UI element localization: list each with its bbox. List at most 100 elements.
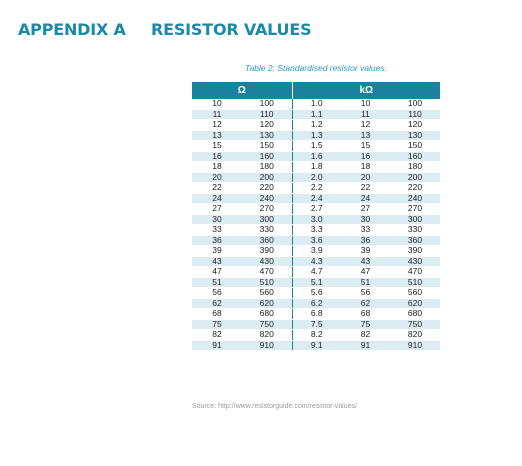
table-cell: 33 (192, 224, 242, 236)
table-cell: 360 (242, 235, 293, 246)
table-cell: 470 (390, 266, 441, 278)
table-cell: 56 (341, 287, 390, 299)
appendix-heading: APPENDIX A RESISTOR VALUES (18, 20, 312, 39)
table-header-row: Ω kΩ (192, 82, 441, 99)
table-cell: 75 (192, 319, 242, 330)
appendix-title: RESISTOR VALUES (151, 20, 312, 39)
table-cell: 200 (242, 172, 293, 183)
table-cell: 91 (341, 340, 390, 351)
table-cell: 16 (341, 151, 390, 162)
table-cell: 10 (341, 99, 390, 110)
table-cell: 1.0 (292, 99, 341, 110)
table-cell: 150 (390, 140, 441, 152)
table-cell: 130 (390, 130, 441, 141)
table-cell: 24 (341, 193, 390, 204)
table-row: 39 390 3.9 39 390 (192, 245, 441, 257)
table-cell: 1.5 (292, 140, 341, 152)
table-cell: 150 (242, 140, 293, 152)
table-caption: Table 2: Standardised resistor values. (245, 63, 387, 73)
table-cell: 750 (242, 319, 293, 330)
table-cell: 160 (390, 151, 441, 162)
table-row: 68 680 6.8 68 680 (192, 308, 441, 320)
table-cell: 110 (242, 109, 293, 120)
table-cell: 270 (242, 203, 293, 215)
table-cell: 510 (242, 277, 293, 288)
table-cell: 560 (242, 287, 293, 299)
table-cell: 27 (192, 203, 242, 215)
table-row: 15 150 1.5 15 150 (192, 140, 441, 152)
table-cell: 82 (341, 329, 390, 341)
table-cell: 470 (242, 266, 293, 278)
table-cell: 5.6 (292, 287, 341, 299)
table-cell: 1.2 (292, 119, 341, 131)
table-cell: 240 (390, 193, 441, 204)
table-cell: 390 (390, 245, 441, 257)
table-cell: 560 (390, 287, 441, 299)
table-cell: 68 (192, 308, 242, 320)
table-row: 36 360 3.6 36 360 (192, 235, 441, 246)
table-cell: 91 (192, 340, 242, 351)
table-cell: 18 (192, 161, 242, 173)
table-cell: 11 (192, 109, 242, 120)
table-cell: 11 (341, 109, 390, 120)
table-cell: 820 (242, 329, 293, 341)
table-row: 91 910 9.1 91 910 (192, 340, 441, 351)
table-cell: 130 (242, 130, 293, 141)
table-cell: 3.9 (292, 245, 341, 257)
table-cell: 22 (341, 182, 390, 194)
table-row: 82 820 8.2 82 820 (192, 329, 441, 341)
table-cell: 62 (192, 298, 242, 309)
table-cell: 3.3 (292, 224, 341, 236)
table-cell: 680 (390, 308, 441, 320)
table-row: 22 220 2.2 22 220 (192, 182, 441, 194)
table-cell: 430 (390, 256, 441, 267)
table-cell: 220 (390, 182, 441, 194)
table-cell: 43 (341, 256, 390, 267)
header-kilo-ohm: kΩ (292, 82, 441, 99)
table-cell: 24 (192, 193, 242, 204)
table-cell: 36 (341, 235, 390, 246)
table-cell: 330 (390, 224, 441, 236)
appendix-label: APPENDIX A (18, 20, 126, 39)
table-row: 75 750 7.5 75 750 (192, 319, 441, 330)
table-cell: 75 (341, 319, 390, 330)
table-cell: 68 (341, 308, 390, 320)
table-cell: 39 (341, 245, 390, 257)
table-row: 43 430 4.3 43 430 (192, 256, 441, 267)
table-cell: 300 (242, 214, 293, 225)
table-cell: 8.2 (292, 329, 341, 341)
table-cell: 100 (242, 99, 293, 110)
table-cell: 43 (192, 256, 242, 267)
resistor-values-table: Ω kΩ 10 100 1.0 10 100 11 110 1.1 11 110 12 120 1.2 1… (192, 82, 441, 351)
table-cell: 62 (341, 298, 390, 309)
table-row: 30 300 3.0 30 300 (192, 214, 441, 225)
table-cell: 120 (390, 119, 441, 131)
table-cell: 3.0 (292, 214, 341, 225)
table-cell: 47 (192, 266, 242, 278)
table-cell: 39 (192, 245, 242, 257)
table-cell: 390 (242, 245, 293, 257)
table-cell: 9.1 (292, 340, 341, 351)
table-cell: 360 (390, 235, 441, 246)
table-cell: 220 (242, 182, 293, 194)
table-row: 51 510 5.1 51 510 (192, 277, 441, 288)
table-cell: 4.3 (292, 256, 341, 267)
table-cell: 56 (192, 287, 242, 299)
table-cell: 1.6 (292, 151, 341, 162)
table-row: 27 270 2.7 27 270 (192, 203, 441, 215)
table-cell: 680 (242, 308, 293, 320)
table-row: 62 620 6.2 62 620 (192, 298, 441, 309)
table-row: 33 330 3.3 33 330 (192, 224, 441, 236)
table-cell: 6.2 (292, 298, 341, 309)
header-ohm: Ω (192, 82, 293, 99)
source-note: Source: http://www.resistorguide.com/res… (192, 403, 357, 410)
table-cell: 910 (390, 340, 441, 351)
table-cell: 27 (341, 203, 390, 215)
table-cell: 2.0 (292, 172, 341, 183)
table-cell: 16 (192, 151, 242, 162)
table-cell: 160 (242, 151, 293, 162)
table-cell: 6.8 (292, 308, 341, 320)
table-cell: 36 (192, 235, 242, 246)
table-cell: 910 (242, 340, 293, 351)
table-row: 24 240 2.4 24 240 (192, 193, 441, 204)
